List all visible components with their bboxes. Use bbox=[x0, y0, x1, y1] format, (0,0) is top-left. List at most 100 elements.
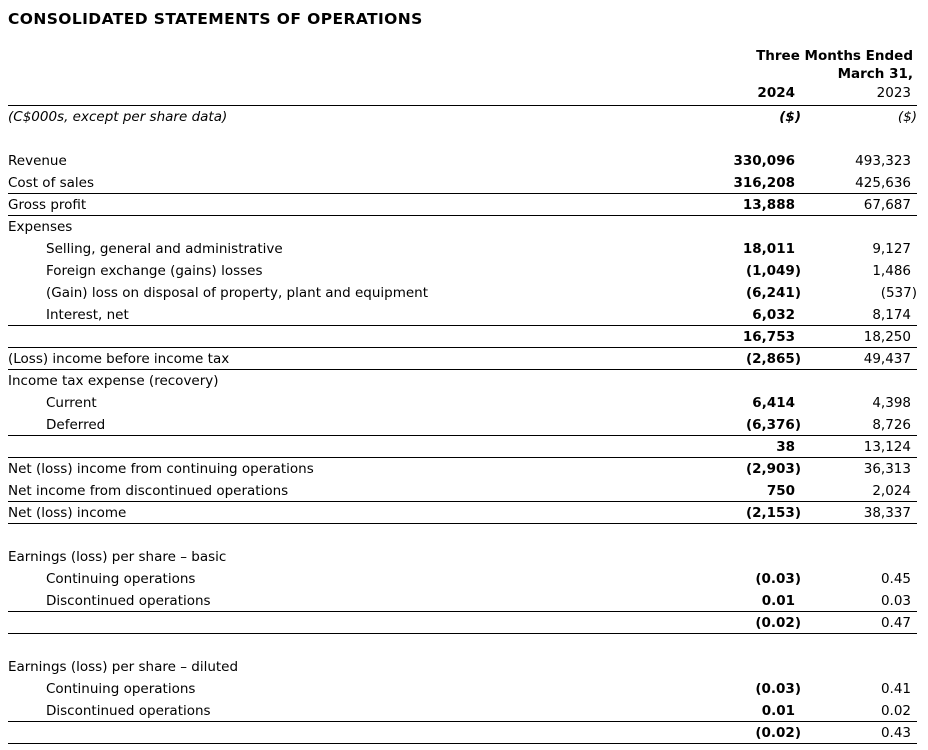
row-label: Discontinued operations bbox=[46, 703, 211, 719]
value-2023: 0.45 bbox=[880, 571, 911, 587]
value-2023: 2,024 bbox=[872, 483, 911, 499]
row-label: Current bbox=[46, 395, 97, 411]
value-2024: (2,153) bbox=[745, 505, 801, 521]
statement-row: Discontinued operations 0.01 0.02 bbox=[8, 700, 917, 722]
value-2023 bbox=[801, 546, 917, 568]
value-2023: 1,486 bbox=[872, 263, 911, 279]
year-2023: 2023 bbox=[876, 85, 911, 101]
value-2024 bbox=[685, 546, 801, 568]
row-label: Expenses bbox=[8, 219, 73, 235]
currency-symbol-2024: ($) bbox=[779, 109, 801, 125]
statement-row: Foreign exchange (gains) losses (1,049) … bbox=[8, 260, 917, 282]
value-2024: (0.03) bbox=[755, 681, 801, 697]
value-2023: 425,636 bbox=[855, 175, 911, 191]
row-label: Earnings (loss) per share – diluted bbox=[8, 659, 239, 675]
value-2024 bbox=[685, 656, 801, 678]
value-2023: 8,726 bbox=[872, 417, 911, 433]
value-2023: (537) bbox=[880, 285, 917, 301]
value-2024: 18,011 bbox=[742, 241, 795, 257]
year-row-spacer bbox=[8, 83, 685, 105]
value-2023: 18,250 bbox=[863, 329, 911, 345]
value-2023: 67,687 bbox=[863, 197, 911, 213]
value-2024: 330,096 bbox=[733, 153, 796, 169]
value-2023: 8,174 bbox=[872, 307, 911, 323]
header-gap bbox=[8, 128, 917, 150]
row-label: Gross profit bbox=[8, 197, 87, 213]
value-2023: 0.47 bbox=[880, 615, 911, 631]
statement-row: Interest, net 6,032 8,174 bbox=[8, 304, 917, 326]
value-2024 bbox=[685, 370, 801, 392]
period-line-2: March 31, bbox=[837, 66, 913, 82]
value-2023: 9,127 bbox=[872, 241, 911, 257]
statement-row: (Gain) loss on disposal of property, pla… bbox=[8, 282, 917, 304]
value-2024: (0.03) bbox=[755, 571, 801, 587]
unit-note: (C$000s, except per share data) bbox=[8, 109, 228, 125]
row-label: Earnings (loss) per share – basic bbox=[8, 549, 227, 565]
year-row: 2024 2023 bbox=[8, 83, 917, 106]
value-2024: 38 bbox=[776, 439, 795, 455]
unit-note-row: (C$000s, except per share data) ($) ($) bbox=[8, 106, 917, 128]
currency-symbol-2023: ($) bbox=[897, 109, 917, 125]
statement-row: Current 6,414 4,398 bbox=[8, 392, 917, 414]
row-label: Net (loss) income from continuing operat… bbox=[8, 461, 314, 477]
statement-row: Continuing operations (0.03) 0.45 bbox=[8, 568, 917, 590]
statement-row: Net (loss) income from continuing operat… bbox=[8, 458, 917, 480]
value-2023 bbox=[801, 216, 917, 238]
value-2023: 0.02 bbox=[880, 703, 911, 719]
row-label bbox=[8, 612, 685, 633]
row-label: Interest, net bbox=[46, 307, 129, 323]
value-2024: (2,865) bbox=[745, 351, 801, 367]
value-2023: 0.03 bbox=[880, 593, 911, 609]
value-2024: (2,903) bbox=[745, 461, 801, 477]
statement-title: CONSOLIDATED STATEMENTS OF OPERATIONS bbox=[8, 10, 423, 28]
statement-row: Cost of sales 316,208 425,636 bbox=[8, 172, 917, 194]
value-2024: 750 bbox=[766, 483, 795, 499]
statement-row: 38 13,124 bbox=[8, 436, 917, 458]
value-2024: (0.02) bbox=[755, 725, 801, 741]
statement-row: Net income from discontinued operations … bbox=[8, 480, 917, 502]
value-2023: 4,398 bbox=[872, 395, 911, 411]
statement-row: Continuing operations (0.03) 0.41 bbox=[8, 678, 917, 700]
row-label bbox=[8, 326, 685, 347]
value-2024: (0.02) bbox=[755, 615, 801, 631]
row-label: Cost of sales bbox=[8, 175, 95, 191]
value-2024: (6,241) bbox=[745, 285, 801, 301]
statement-row: (0.02) 0.43 bbox=[8, 722, 917, 744]
statement-row: Net (loss) income (2,153) 38,337 bbox=[8, 502, 917, 524]
period-line-1: Three Months Ended bbox=[756, 48, 913, 64]
period-header: Three Months Ended March 31, 2024 2023 (… bbox=[8, 47, 917, 150]
value-2024 bbox=[685, 216, 801, 238]
value-2023: 0.43 bbox=[880, 725, 911, 741]
value-2023: 13,124 bbox=[863, 439, 911, 455]
value-2024: (6,376) bbox=[745, 417, 801, 433]
statement-row: Income tax expense (recovery) bbox=[8, 370, 917, 392]
year-2024: 2024 bbox=[757, 85, 795, 101]
statement-row: (0.02) 0.47 bbox=[8, 612, 917, 634]
value-2023: 0.41 bbox=[880, 681, 911, 697]
value-2024: 316,208 bbox=[733, 175, 796, 191]
statement-row: Gross profit 13,888 67,687 bbox=[8, 194, 917, 216]
row-label: Foreign exchange (gains) losses bbox=[46, 263, 263, 279]
statement-row: Deferred (6,376) 8,726 bbox=[8, 414, 917, 436]
row-label: Continuing operations bbox=[46, 571, 196, 587]
value-2024: 13,888 bbox=[742, 197, 795, 213]
value-2023 bbox=[801, 370, 917, 392]
value-2024: (1,049) bbox=[745, 263, 801, 279]
value-2024: 0.01 bbox=[761, 593, 795, 609]
spacer-row bbox=[8, 634, 917, 656]
statement-body: Revenue 330,096 493,323 Cost of sales 31… bbox=[8, 150, 917, 744]
row-label bbox=[8, 722, 685, 743]
row-label: (Loss) income before income tax bbox=[8, 351, 230, 367]
row-label: Revenue bbox=[8, 153, 67, 169]
value-2024: 16,753 bbox=[742, 329, 795, 345]
value-2024: 0.01 bbox=[761, 703, 795, 719]
statement-row: Earnings (loss) per share – basic bbox=[8, 546, 917, 568]
statement-row: Discontinued operations 0.01 0.03 bbox=[8, 590, 917, 612]
row-label bbox=[8, 436, 685, 457]
row-label: (Gain) loss on disposal of property, pla… bbox=[46, 285, 429, 301]
value-2023: 38,337 bbox=[863, 505, 911, 521]
row-label: Discontinued operations bbox=[46, 593, 211, 609]
value-2023: 49,437 bbox=[863, 351, 911, 367]
row-label: Deferred bbox=[46, 417, 106, 433]
